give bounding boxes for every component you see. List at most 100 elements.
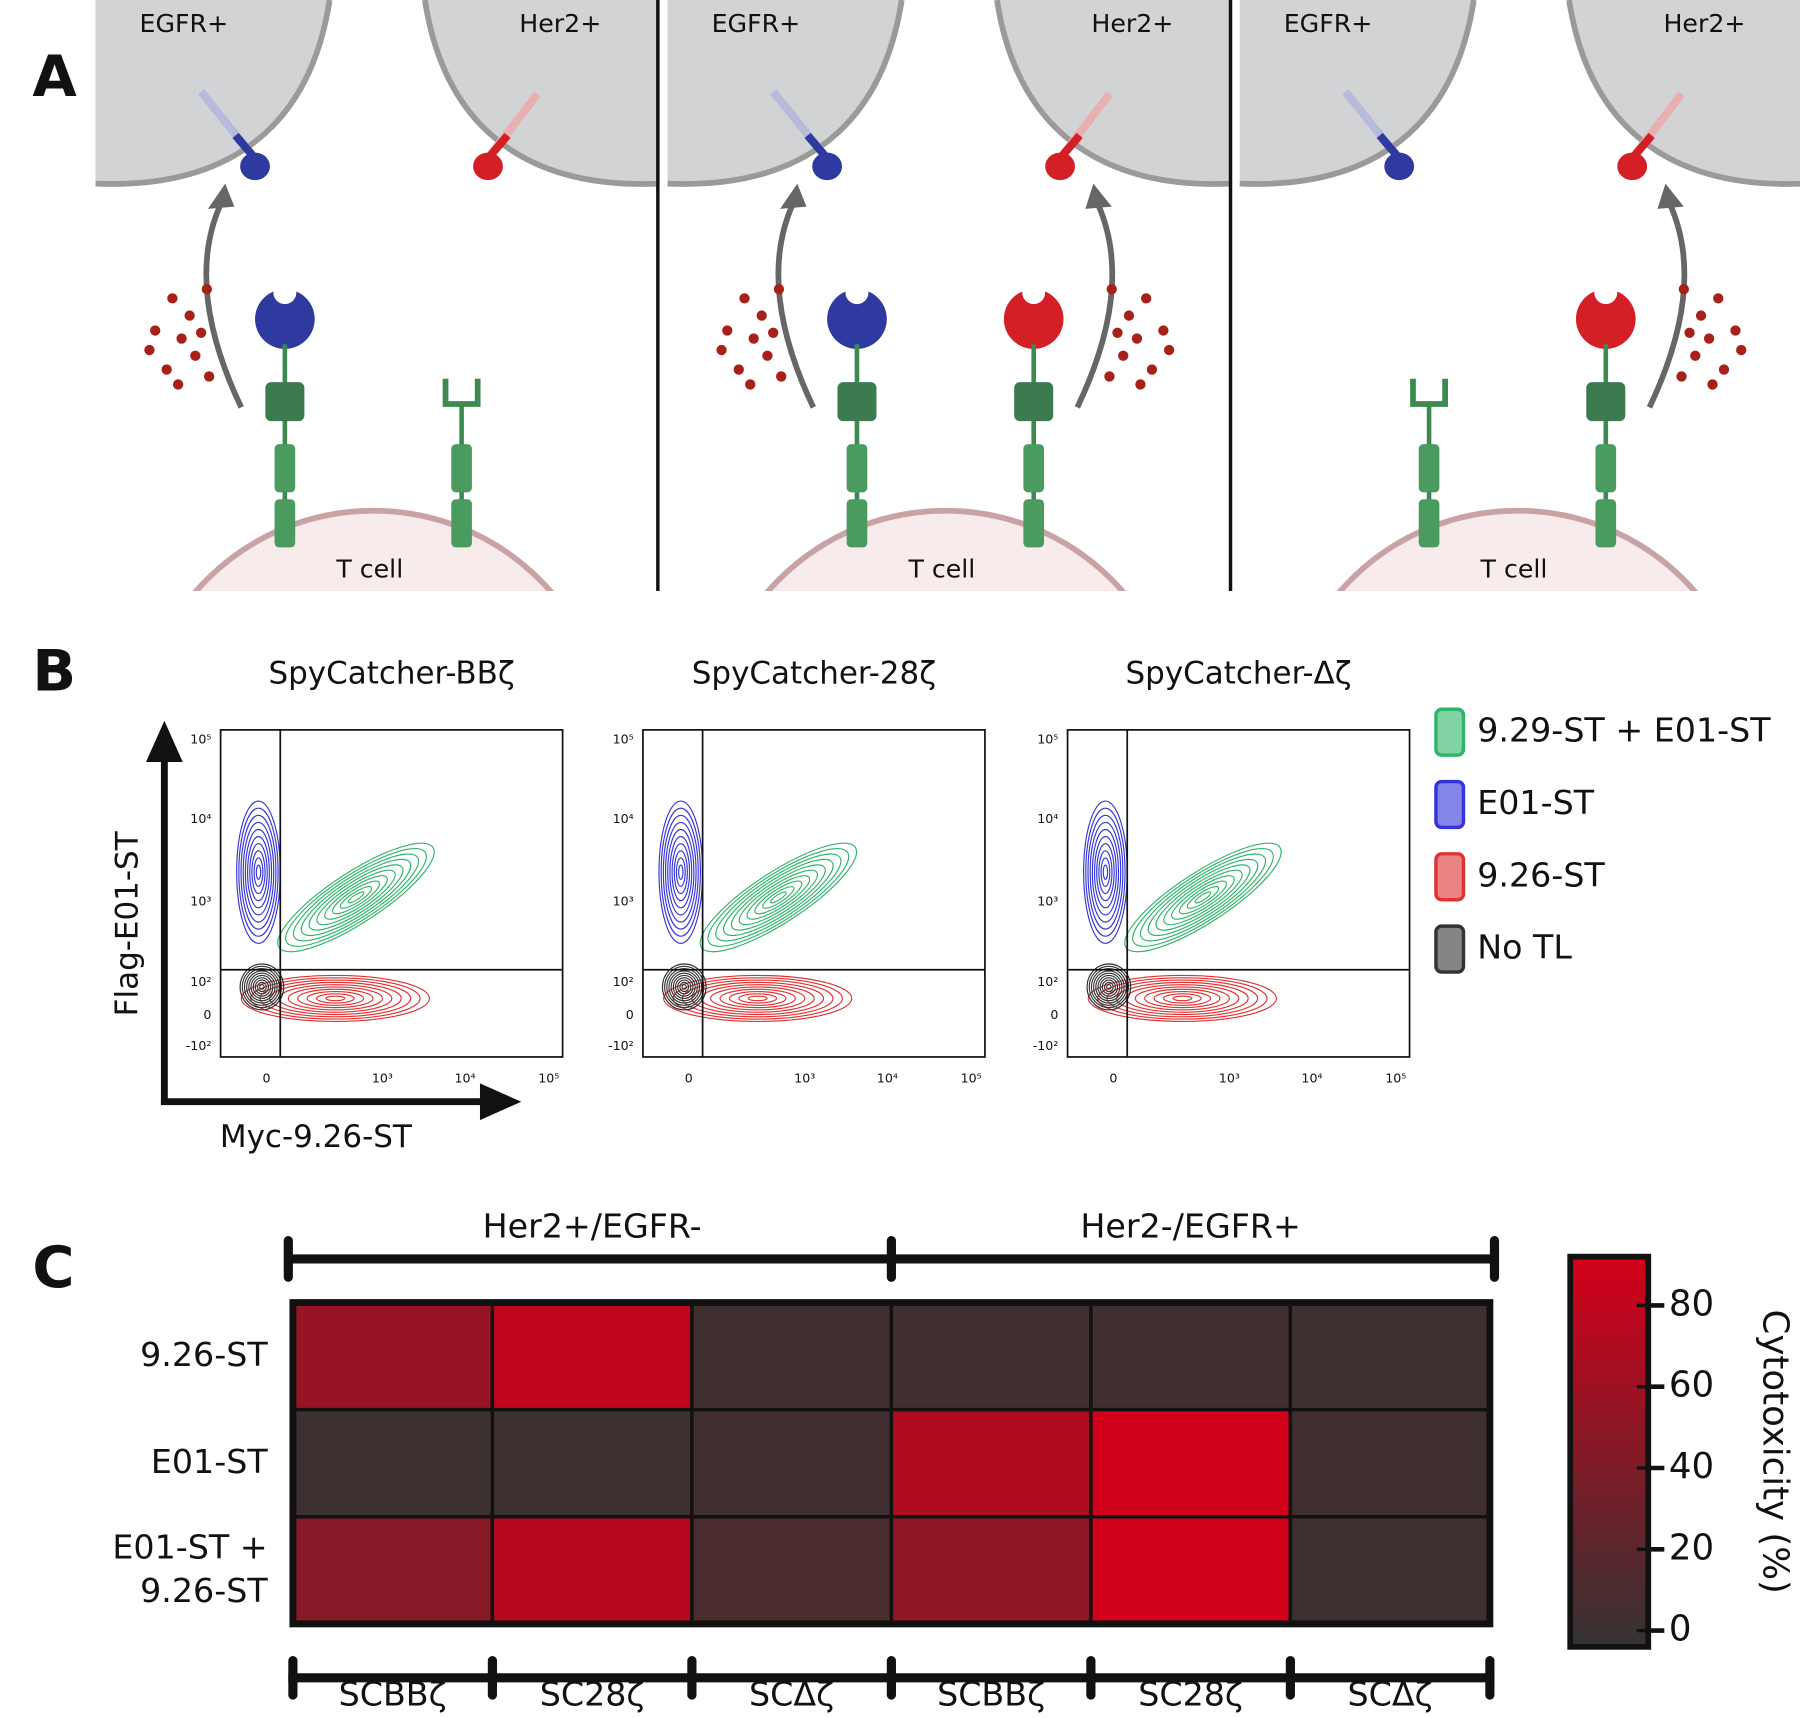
contour <box>253 857 264 888</box>
cytokine <box>1676 371 1687 382</box>
plot-title: SpyCatcher-Δζ <box>1126 655 1352 691</box>
contour <box>1093 836 1117 909</box>
signal-arrow <box>203 203 244 409</box>
car-notch <box>845 281 869 305</box>
colorbar <box>1567 1253 1652 1650</box>
contour <box>256 981 267 993</box>
contour <box>668 970 701 1004</box>
cytokine <box>1695 310 1707 321</box>
target-cell <box>424 0 659 184</box>
contour <box>723 858 834 937</box>
membrane <box>667 0 905 187</box>
legend-label: 9.29-ST + E01-ST <box>1477 711 1771 750</box>
heatmap-cell <box>1288 1300 1492 1412</box>
car-domain <box>1595 499 1617 548</box>
group-label: Her2-/EGFR+ <box>1080 1206 1300 1245</box>
cytokine <box>1112 327 1123 338</box>
cytokine <box>150 325 161 336</box>
contour <box>677 979 692 995</box>
heatmap-cell <box>291 1515 495 1626</box>
row-label-line: E01-ST <box>151 1442 268 1481</box>
contour <box>1093 970 1125 1004</box>
contour <box>1139 853 1267 942</box>
contour <box>1103 981 1114 993</box>
contour <box>1134 986 1230 1011</box>
target-cell <box>95 0 330 184</box>
heatmap-cell <box>291 1300 495 1412</box>
y-tick-label: 10⁵ <box>613 732 634 747</box>
x-tick-label: 10³ <box>794 1070 815 1085</box>
legend-swatch <box>1434 707 1466 757</box>
contour <box>710 986 806 1011</box>
contour <box>300 858 412 937</box>
x-tick-label: 10⁴ <box>1301 1070 1322 1085</box>
heatmap-cell <box>1089 1407 1293 1519</box>
y-tick-label: 0 <box>1050 1007 1058 1022</box>
colorbar-tick-label: 0 <box>1669 1609 1692 1650</box>
group-label: Her2+/EGFR- <box>483 1206 702 1245</box>
membrane <box>95 0 333 187</box>
car-domain <box>1023 444 1045 493</box>
heatmap-cell <box>1288 1515 1492 1626</box>
contour <box>1096 843 1115 902</box>
car-domain <box>451 444 472 493</box>
tcell-label: T cell <box>1480 554 1548 583</box>
contour <box>285 847 427 947</box>
contour <box>1106 979 1259 1018</box>
cell-label: Her2+ <box>1091 9 1173 38</box>
car-hinge <box>1014 382 1054 422</box>
contour <box>663 974 853 1022</box>
y-tick-label: 10³ <box>1037 894 1058 909</box>
cytokine <box>1141 293 1152 304</box>
contour <box>1100 857 1111 888</box>
contour <box>746 875 811 920</box>
cell-label: EGFR+ <box>1284 9 1373 38</box>
contour <box>672 974 696 1000</box>
contour <box>1171 875 1235 920</box>
plot-title: SpyCatcher-BBζ <box>268 655 514 691</box>
cytokine <box>144 344 155 356</box>
cytokine <box>161 364 172 375</box>
y-tick-label: -10² <box>1033 1038 1059 1053</box>
contour <box>769 891 787 904</box>
contour <box>679 981 690 993</box>
contour <box>754 880 803 915</box>
contour <box>306 990 365 1006</box>
cytokine <box>1703 333 1715 344</box>
contour <box>673 850 688 895</box>
cytokine <box>1104 371 1115 382</box>
car-notch <box>273 281 297 305</box>
contour <box>239 963 285 1011</box>
arrow-head <box>1657 183 1684 209</box>
contour <box>244 828 273 916</box>
car-domain <box>1418 499 1440 548</box>
contour <box>287 986 383 1011</box>
contour <box>1086 963 1132 1011</box>
heatmap-cell <box>690 1300 894 1412</box>
y-tick-label: 10⁵ <box>190 732 211 747</box>
arrow-head <box>479 1083 522 1121</box>
car-head <box>827 289 887 349</box>
y-tick-label: 10² <box>1037 974 1058 989</box>
contour <box>1091 828 1120 916</box>
panel-letter: A <box>32 43 77 110</box>
legend-label: E01-ST <box>1477 783 1594 822</box>
heatmap-cell <box>490 1300 694 1412</box>
contour <box>259 984 265 990</box>
row-label-line: E01-ST + <box>112 1527 267 1566</box>
plot-frame <box>642 729 986 1058</box>
cytokine <box>1123 310 1135 321</box>
contour <box>1163 869 1243 926</box>
x-tick-label: 10⁵ <box>1385 1070 1406 1085</box>
car-head <box>1575 289 1636 349</box>
contour <box>670 972 698 1002</box>
contour <box>242 821 275 923</box>
antigen <box>1045 152 1076 181</box>
y-axis-label: Flag-E01-ST <box>109 831 145 1016</box>
legend-swatch <box>1434 924 1466 974</box>
contour <box>347 891 365 904</box>
row-label-line: 9.26-ST <box>140 1571 268 1610</box>
legend-label: No TL <box>1477 928 1572 967</box>
cytokine <box>1707 379 1718 390</box>
